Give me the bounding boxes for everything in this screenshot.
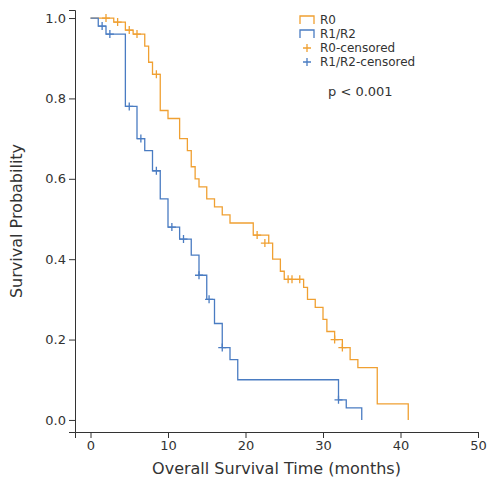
legend-label: R0 — [320, 13, 336, 27]
tick: 30 — [315, 432, 332, 453]
annotation: p < 0.001 — [328, 84, 393, 99]
legend-key — [303, 44, 311, 52]
tick-label: 0.8 — [45, 91, 66, 106]
marks — [91, 14, 409, 420]
y-axis: 0.0 0.2 0.4 0.6 0.8 1.0 — [45, 11, 75, 433]
tick: 1.0 — [45, 11, 75, 26]
x-axis-title: Overall Survival Time (months) — [152, 459, 401, 478]
axis-line — [69, 11, 76, 433]
tick-mark — [401, 432, 402, 438]
survival-curve — [91, 18, 362, 420]
x-axis: 0 10 20 30 40 50 — [76, 432, 487, 453]
tick-mark — [69, 259, 75, 260]
tick-label: 0.0 — [45, 413, 66, 428]
censor-mark — [133, 30, 141, 38]
legend-label: R0-censored — [320, 41, 395, 55]
censor-mark — [137, 135, 145, 143]
legend: R0R1/R2R0-censoredR1/R2-censored — [300, 13, 415, 69]
tick: 0.6 — [45, 171, 75, 186]
legend-item: R0-censored — [303, 41, 395, 55]
censor-mark — [195, 271, 203, 279]
tick-label: 40 — [393, 438, 410, 453]
censor-mark — [288, 275, 296, 283]
plot: 0 10 20 30 40 50 0.0 0.2 0.4 0.6 0.8 1.0 R0R1/R2R0-c… — [45, 11, 486, 454]
tick-mark — [69, 98, 75, 99]
legend-label: R1/R2 — [320, 27, 356, 41]
tick-mark — [246, 432, 247, 438]
tick-mark — [478, 432, 479, 438]
censor-mark — [180, 235, 188, 243]
censor-mark — [331, 336, 339, 344]
tick-mark — [69, 340, 75, 341]
censor-mark — [114, 18, 122, 26]
tick: 0 — [87, 432, 95, 453]
tick: 20 — [238, 432, 255, 453]
y-axis-title: Survival Probability — [7, 144, 26, 298]
censor-mark — [102, 14, 110, 22]
tick-label: 50 — [470, 438, 487, 453]
censor-mark — [125, 26, 133, 34]
legend-key — [300, 30, 314, 38]
legend-key — [303, 58, 311, 66]
censor-mark — [106, 30, 114, 38]
tick-mark — [323, 432, 324, 438]
censor-mark — [152, 167, 160, 175]
censor-mark — [253, 231, 261, 239]
censor-mark — [335, 396, 343, 404]
tick-label: 10 — [160, 438, 177, 453]
censor-mark — [205, 295, 213, 303]
tick-label: 0.6 — [45, 171, 66, 186]
tick-mark — [168, 432, 169, 438]
tick: 40 — [393, 432, 410, 453]
survival-curve — [91, 18, 409, 420]
legend-label: R1/R2-censored — [320, 55, 415, 69]
tick-mark — [69, 18, 75, 19]
tick: 0.2 — [45, 332, 75, 347]
censor-mark — [168, 223, 176, 231]
tick: 50 — [470, 432, 487, 453]
tick: 0.8 — [45, 91, 75, 106]
tick-label: 0 — [87, 438, 95, 453]
legend-item: R1/R2 — [300, 27, 356, 41]
tick: 0.0 — [45, 413, 75, 428]
censor-mark — [218, 344, 226, 352]
censor-mark — [152, 70, 160, 78]
tick-mark — [91, 432, 92, 438]
tick: 0.4 — [45, 252, 75, 267]
censor-mark — [261, 239, 269, 247]
censor-mark — [338, 344, 346, 352]
tick-mark — [69, 179, 75, 180]
censor-mark — [98, 22, 106, 30]
tick-label: 20 — [238, 438, 255, 453]
tick-label: 30 — [315, 438, 332, 453]
tick: 10 — [160, 432, 177, 453]
tick-label: 0.4 — [45, 252, 66, 267]
censor-mark — [125, 102, 133, 110]
tick-label: 1.0 — [45, 11, 66, 26]
tick-label: 0.2 — [45, 332, 66, 347]
legend-item: R0 — [300, 13, 336, 27]
legend-key — [300, 16, 314, 24]
censor-mark — [296, 275, 304, 283]
axis-line — [76, 433, 479, 439]
chart: 0 10 20 30 40 50 0.0 0.2 0.4 0.6 0.8 1.0 R0R1/R2R0-c… — [0, 0, 500, 482]
tick-mark — [69, 420, 75, 421]
legend-item: R1/R2-censored — [303, 55, 415, 69]
